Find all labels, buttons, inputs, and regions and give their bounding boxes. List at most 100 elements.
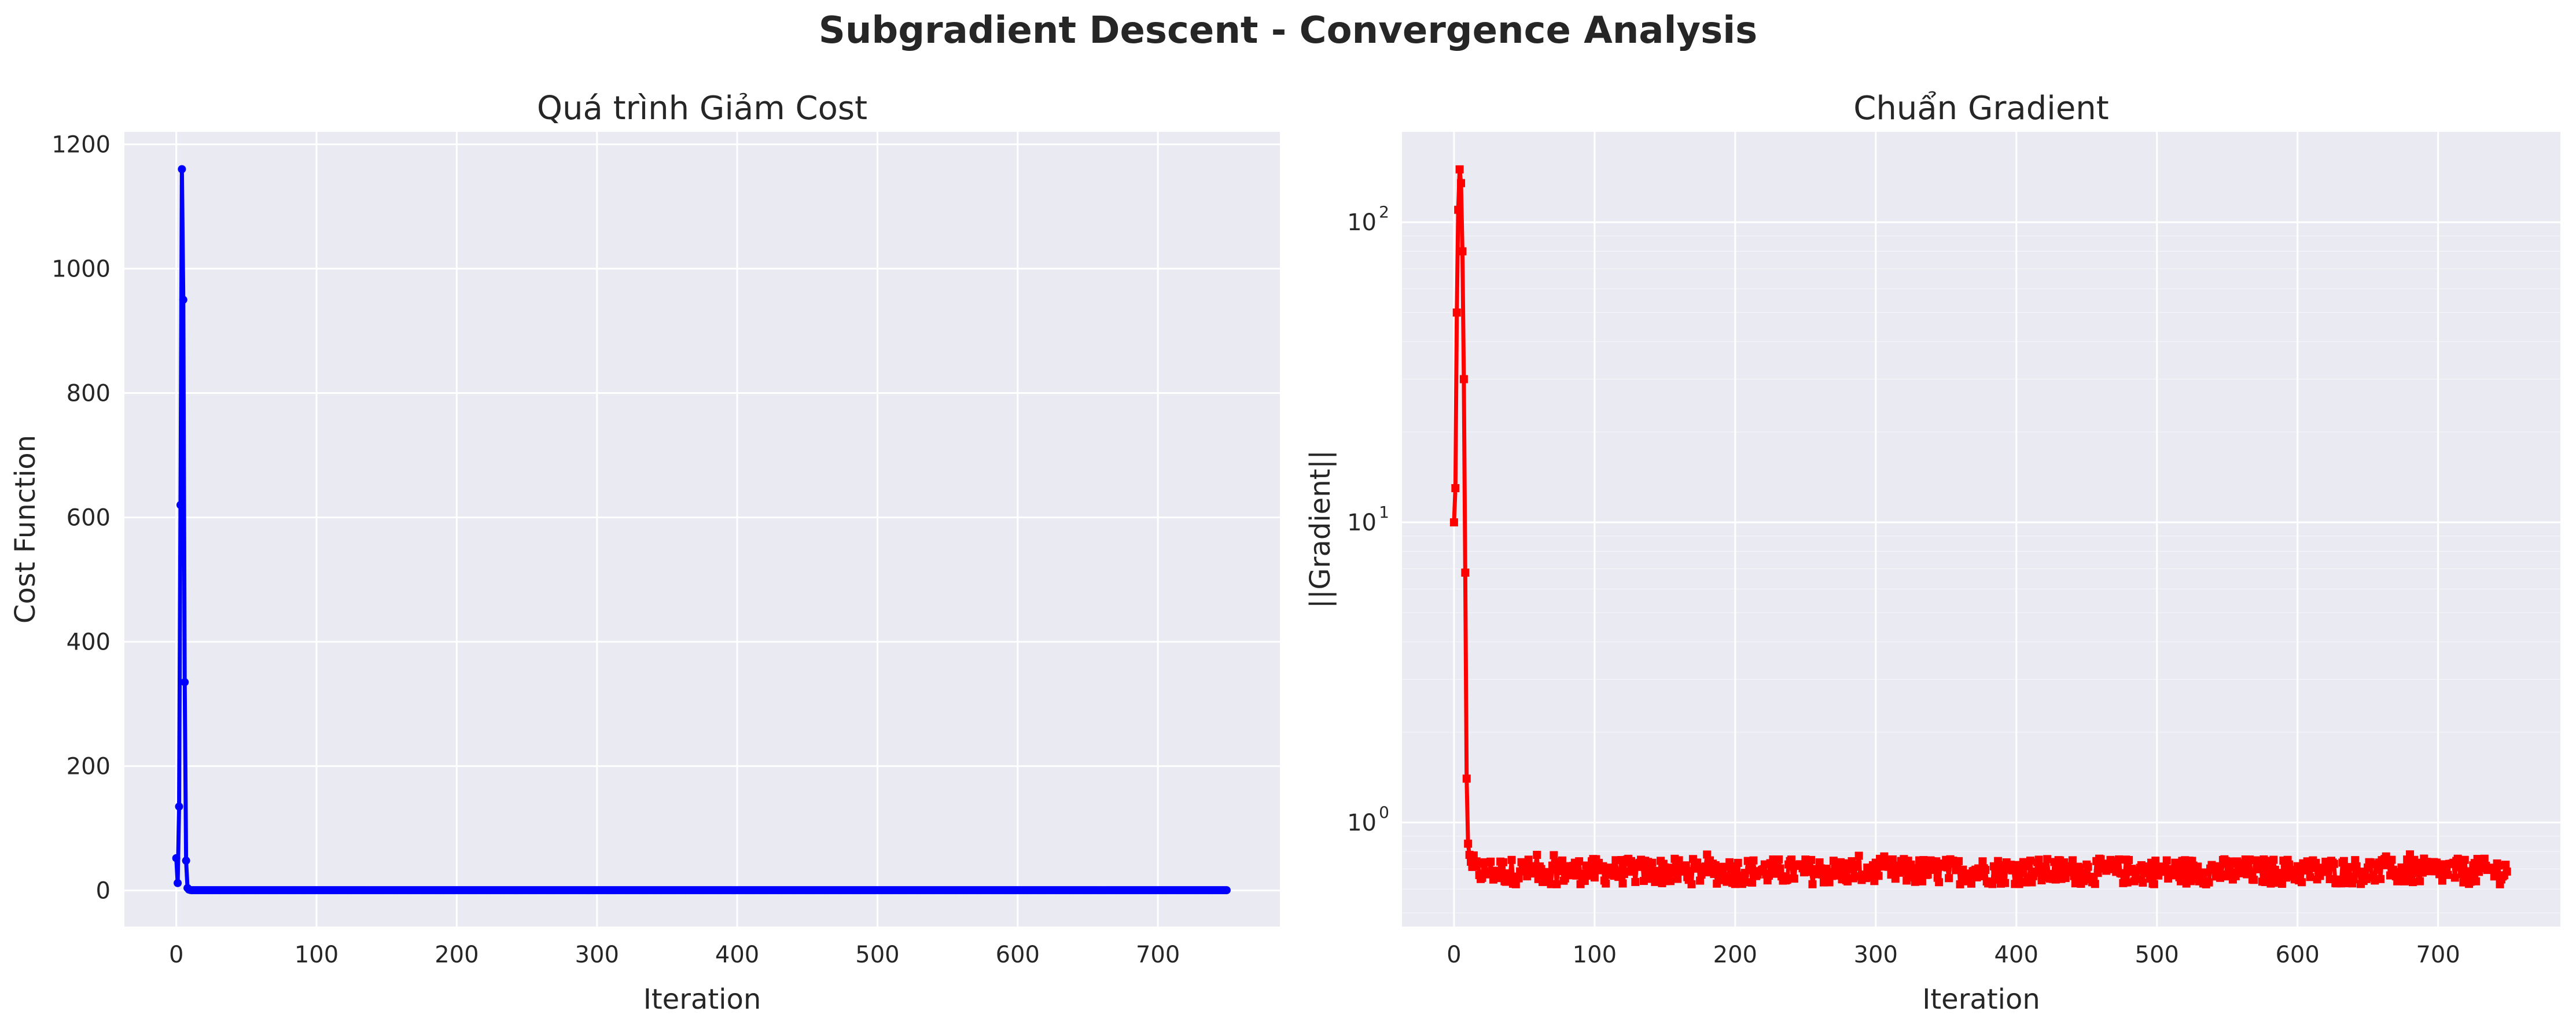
gradient-chart-title: Chuẩn Gradient [1853, 90, 2108, 127]
data-point [175, 802, 183, 811]
data-point [2269, 855, 2278, 864]
data-point [2411, 869, 2420, 877]
data-point [2387, 855, 2396, 864]
cost-chart-x-ticks: 0 100 200 300 400 500 600 700 [169, 942, 1180, 968]
data-point [178, 165, 186, 174]
data-point [1888, 855, 1897, 864]
cost-chart-plot-area [124, 132, 1280, 927]
data-point [2231, 872, 2240, 881]
data-point [182, 857, 190, 865]
data-point [2503, 867, 2511, 876]
y-tick-label: 1200 [51, 132, 111, 158]
gradient-chart-x-ticks: 0 100 200 300 400 500 600 700 [1447, 942, 2460, 968]
data-point [1514, 874, 1523, 883]
data-point [1687, 880, 1696, 888]
data-point [2205, 878, 2213, 887]
data-point [172, 854, 181, 862]
data-point [1533, 850, 1541, 859]
data-point [1651, 877, 1659, 886]
y-tick-label: 800 [67, 381, 111, 407]
data-point [176, 501, 185, 510]
y-tick-base: 10 [1347, 810, 1377, 836]
gradient-series-markers [1449, 165, 2511, 888]
x-tick-label: 200 [1713, 942, 1757, 968]
x-tick-label: 600 [2275, 942, 2319, 968]
data-point [2376, 875, 2385, 883]
data-point [2250, 876, 2258, 884]
data-point [1749, 856, 1758, 865]
data-point [2027, 878, 2036, 887]
figure-suptitle: Subgradient Descent - Convergence Analys… [819, 9, 1758, 52]
data-point [2067, 865, 2075, 873]
y-tick-base: 10 [1347, 209, 1377, 236]
data-point [1978, 857, 1987, 866]
x-tick-label: 600 [996, 942, 1040, 968]
data-point [1459, 375, 1468, 383]
data-point [1575, 857, 1584, 866]
data-point [2174, 864, 2183, 873]
data-point [1775, 855, 1783, 864]
data-point [1457, 179, 1466, 187]
data-point [179, 296, 187, 304]
data-point [2435, 870, 2444, 879]
data-point [2501, 861, 2510, 869]
gradient-chart-grid [1402, 132, 2560, 927]
data-point [2460, 855, 2469, 864]
x-tick-label: 0 [169, 942, 183, 968]
data-point [2001, 879, 2010, 887]
data-point [1458, 247, 1467, 256]
data-point [1825, 878, 1834, 887]
data-point [2084, 862, 2092, 871]
data-point [1776, 864, 1784, 873]
y-tick-label: 10 2 [1347, 202, 1389, 236]
data-point [1828, 872, 1837, 880]
data-point [2091, 880, 2099, 888]
y-tick-label: 0 [96, 878, 111, 905]
cost-series-markers [172, 165, 1231, 895]
data-point [2162, 856, 2171, 865]
data-point [2297, 878, 2306, 887]
data-point [2345, 863, 2354, 872]
data-point [2125, 855, 2133, 864]
data-point [1655, 871, 1664, 880]
x-tick-label: 500 [2135, 942, 2179, 968]
data-point [2408, 878, 2417, 887]
data-point [1545, 869, 1554, 877]
x-tick-label: 100 [1573, 942, 1617, 968]
y-tick-label: 400 [67, 629, 111, 656]
gradient-chart-y-label: ||Gradient|| [1304, 450, 1337, 608]
data-point [1552, 880, 1561, 888]
data-point [2139, 879, 2147, 887]
cost-chart-y-ticks: 0 200 400 600 800 1000 1200 [51, 132, 111, 905]
data-point [2472, 877, 2481, 886]
data-point [2068, 856, 2077, 865]
data-point [1524, 855, 1533, 864]
data-point [1449, 518, 1458, 527]
data-point [2034, 855, 2043, 864]
data-point [1499, 858, 1507, 866]
data-point [1462, 774, 1471, 783]
data-point [2450, 873, 2459, 882]
data-point [2277, 880, 2286, 888]
data-point [1853, 861, 1862, 869]
data-point [1451, 484, 1460, 493]
x-tick-label: 300 [1854, 942, 1898, 968]
data-point [1945, 874, 1953, 883]
data-point [2351, 856, 2360, 865]
data-point [1807, 855, 1816, 864]
data-point [1452, 308, 1461, 317]
data-point [1631, 877, 1640, 886]
data-point [2018, 868, 2026, 877]
data-point [1618, 879, 1627, 888]
data-point [1506, 869, 1515, 878]
x-tick-label: 500 [855, 942, 899, 968]
data-point [2480, 854, 2489, 863]
data-point [1461, 569, 1470, 577]
data-point [1550, 851, 1558, 859]
data-point [2115, 855, 2124, 864]
y-tick-label: 600 [67, 505, 111, 532]
data-point [174, 879, 182, 887]
cost-chart-y-label: Cost Function [9, 435, 42, 623]
